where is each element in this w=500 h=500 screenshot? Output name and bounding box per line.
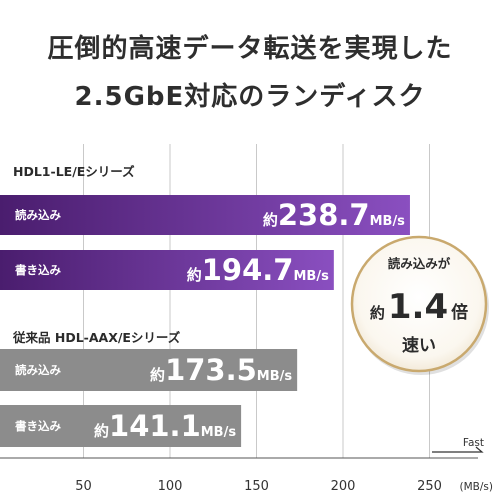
x-tick-label: 250 <box>417 479 442 494</box>
badge-bottom-text: 速い <box>402 335 436 356</box>
bar-value-label: 約141.1MB/s <box>94 409 236 443</box>
bar-category-label: 読み込み <box>15 363 61 377</box>
fast-label: Fast <box>463 437 484 449</box>
bar <box>0 405 242 447</box>
badge-circle <box>350 235 488 373</box>
bar <box>0 250 334 290</box>
x-axis-unit: (MB/s) <box>460 481 493 493</box>
badge-multiplier: 約1.4 倍 <box>370 287 468 327</box>
x-tick-label: 100 <box>158 479 183 494</box>
headline-line-2: 2.5GbE対応のランディスク <box>74 82 426 112</box>
bar-category-label: 書き込み <box>15 263 61 277</box>
series-name: 従来品 HDL-AAX/Eシリーズ <box>12 330 181 345</box>
x-tick-label: 150 <box>244 479 269 494</box>
bar-value-label: 約194.7MB/s <box>187 253 329 287</box>
fast-arrow <box>432 446 484 453</box>
headline-line-1: 圧倒的高速データ転送を実現した <box>47 34 453 64</box>
bar-category-label: 読み込み <box>15 208 61 222</box>
series-name: HDL1-LE/Eシリーズ <box>13 164 135 179</box>
bar <box>0 349 298 391</box>
bar-value-label: 約173.5MB/s <box>150 353 292 387</box>
bar-category-label: 書き込み <box>15 419 61 433</box>
bar-value-label: 約238.7MB/s <box>263 198 405 232</box>
x-tick-label: 50 <box>75 479 92 494</box>
bar <box>0 195 410 235</box>
badge-top-text: 読み込みが <box>388 256 451 271</box>
x-tick-label: 200 <box>331 479 356 494</box>
